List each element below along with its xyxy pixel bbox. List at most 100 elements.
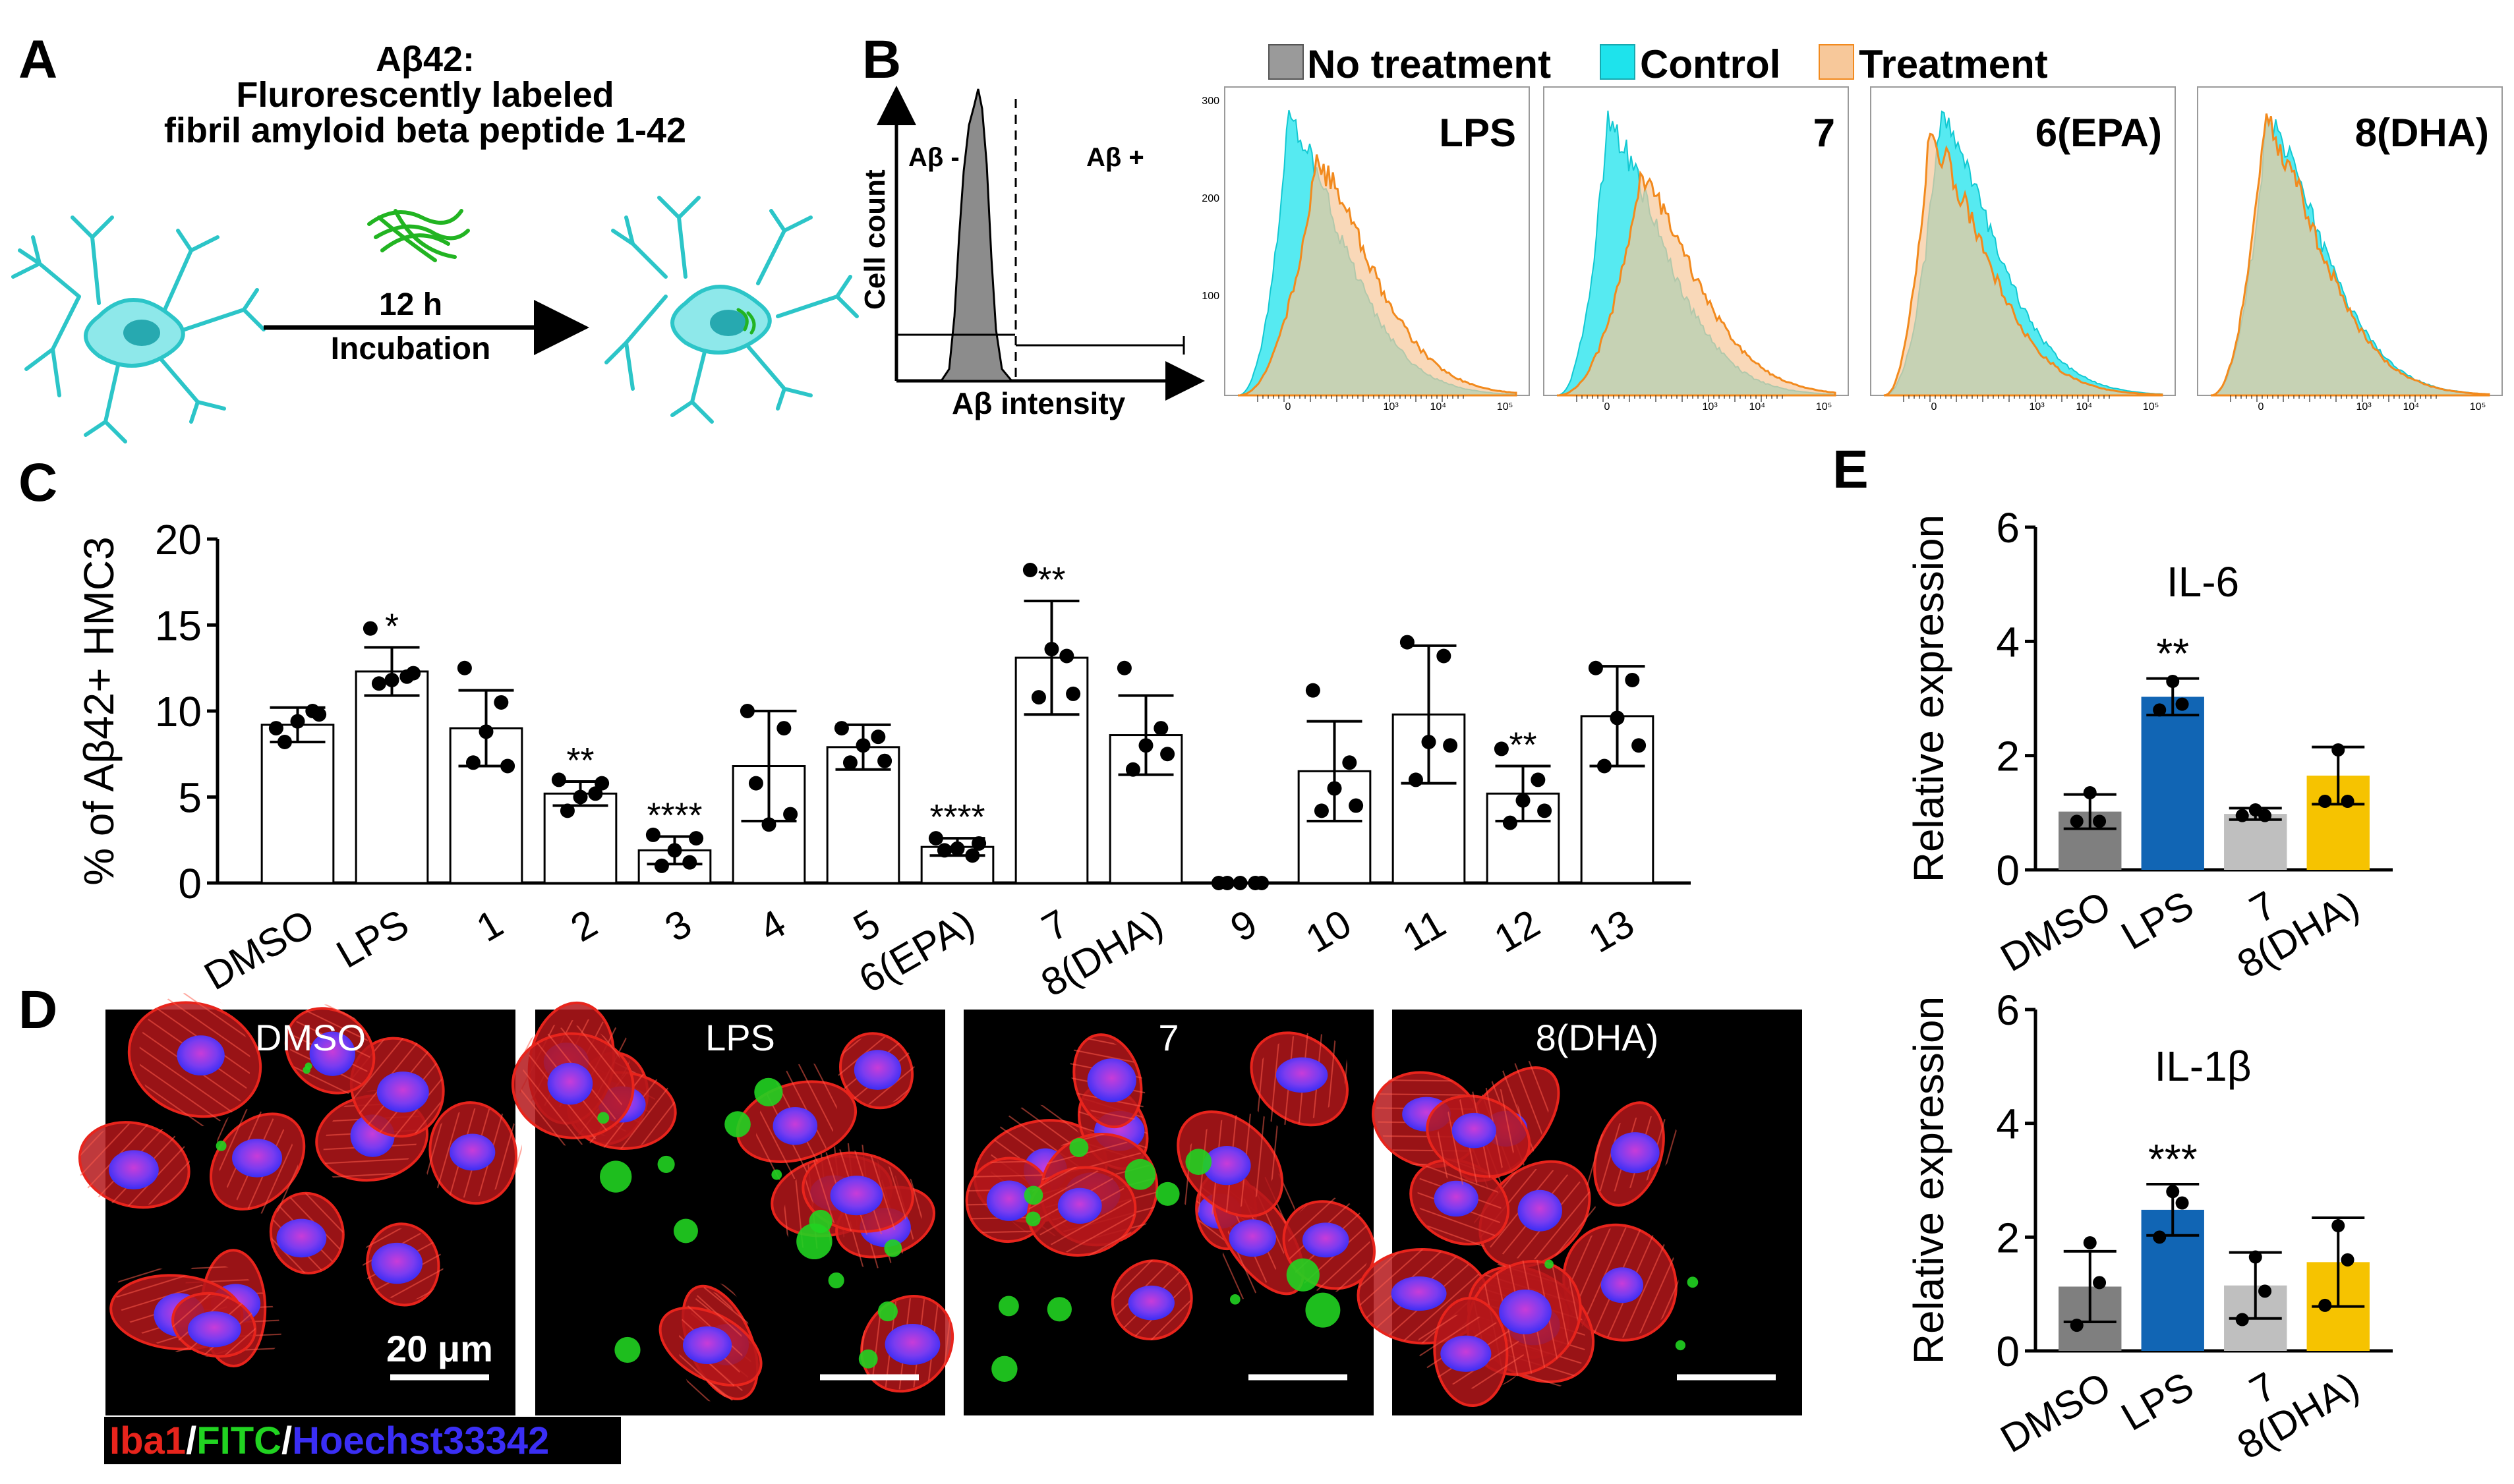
fitc-spot [771,1169,782,1180]
micro-image-1: DMSO 20 μm [78,992,522,1415]
data-point [761,817,776,832]
fitc-spot [1155,1182,1180,1206]
data-point [2318,1298,2332,1312]
data-point [645,827,660,842]
fitc-spot [1026,1211,1041,1226]
data-point [560,803,575,818]
y-axis-label: % of Aβ42+ HMC3 [75,536,123,886]
data-point [1059,648,1074,664]
micro-image-label: 8(DHA) [1536,1017,1659,1058]
data-point [406,666,421,681]
significance-label: **** [647,796,702,836]
fitc-spot [673,1218,698,1243]
data-point [783,807,798,822]
data-point [928,831,943,846]
data-point [1443,738,1458,753]
hoechst-nucleus [854,1050,902,1090]
legend-swatch-no-treatment [1268,44,1304,80]
treatment-histogram [1883,132,2163,397]
hoechst-nucleus [1302,1222,1349,1258]
significance-label: ** [1509,726,1536,765]
data-point [384,673,399,688]
data-point [1610,710,1625,726]
hoechst-nucleus [1440,1335,1492,1372]
fitc-spot [858,1349,878,1369]
legend-treatment: Treatment [1859,42,2048,86]
data-point [1314,803,1329,818]
micro-image-4: 8(DHA) [1357,1010,1802,1415]
data-point [937,843,952,858]
data-point [1515,793,1531,808]
flow-xtick: 10⁵ [2143,401,2159,413]
fitc-spot [1047,1297,1072,1322]
hoechst-nucleus [187,1311,241,1348]
amyloid-fibril-icon [367,209,470,262]
data-point [2070,814,2084,828]
hoechst-nucleus [1229,1219,1277,1257]
category-label: 2 [564,901,604,950]
hoechst-nucleus [682,1326,732,1365]
data-point [654,858,669,873]
fitc-spot [1687,1276,1699,1288]
flow-panel-label: 6(EPA) [2035,111,2162,155]
data-point [363,621,378,636]
category-label: DMSO [1993,1363,2118,1461]
category-label: 9 [1223,901,1264,950]
treatment-histogram [1556,170,1836,397]
bar-10 [1297,770,1372,884]
fitc-spot [614,1336,641,1363]
data-point [1327,781,1342,796]
flow-xtick: 0 [1604,401,1610,413]
category-label: 13 [1581,901,1641,961]
y-tick-label: 6 [1996,986,2020,1034]
flow-xtick: 10⁵ [1816,401,1832,413]
data-point [2166,1185,2180,1199]
fitc-spot [1069,1138,1089,1158]
data-point [1160,747,1175,762]
data-point [588,786,603,801]
flow-xtick: 10³ [2356,401,2372,413]
flow-xtick: 0 [1931,401,1937,413]
treatment-histogram [2210,113,2490,397]
hoechst-nucleus [1451,1112,1496,1149]
hoechst-nucleus [1128,1285,1175,1321]
data-point [494,695,509,710]
data-point [1066,686,1081,701]
hoechst-nucleus [309,1031,355,1076]
category-label: 1 [469,901,510,950]
category-label: 11 [1395,901,1453,959]
hoechst-nucleus [177,1035,225,1076]
data-point [277,734,292,749]
data-point [312,707,327,722]
no-treatment-histogram [939,88,1014,382]
hoechst-nucleus [376,1071,429,1113]
hoechst-nucleus [1391,1276,1447,1311]
flow-xtick: 10⁵ [1497,401,1513,413]
data-point [2248,803,2262,816]
y-tick-label: 2 [1996,1214,2020,1261]
data-point [1154,721,1169,736]
data-point [2341,795,2354,808]
hoechst-nucleus [232,1139,283,1178]
flow-legend: No treatment Control Treatment [1268,42,2048,86]
flow-xtick: 10³ [1384,401,1399,413]
fitc-spot [828,1272,844,1289]
data-point [1588,660,1603,675]
hoechst-nucleus [1434,1180,1478,1217]
y-tick-label: 10 [155,688,202,735]
fitc-spot [754,1077,783,1107]
data-point [1631,738,1647,753]
data-point [2258,1284,2272,1298]
flow-panel-1: LPS 300 200 100 0 10³ 10⁴ 10⁵ [1202,86,1530,413]
fitc-spot [1024,1185,1043,1205]
category-label: 3 [658,901,699,950]
bar-7 [2224,814,2287,870]
data-point [2093,814,2107,828]
y-axis-label: Relative expression [1905,996,1952,1365]
micro-image-label: DMSO [255,1017,366,1058]
data-point [689,831,704,846]
category-label: 4 [752,901,793,950]
data-point [748,776,763,791]
